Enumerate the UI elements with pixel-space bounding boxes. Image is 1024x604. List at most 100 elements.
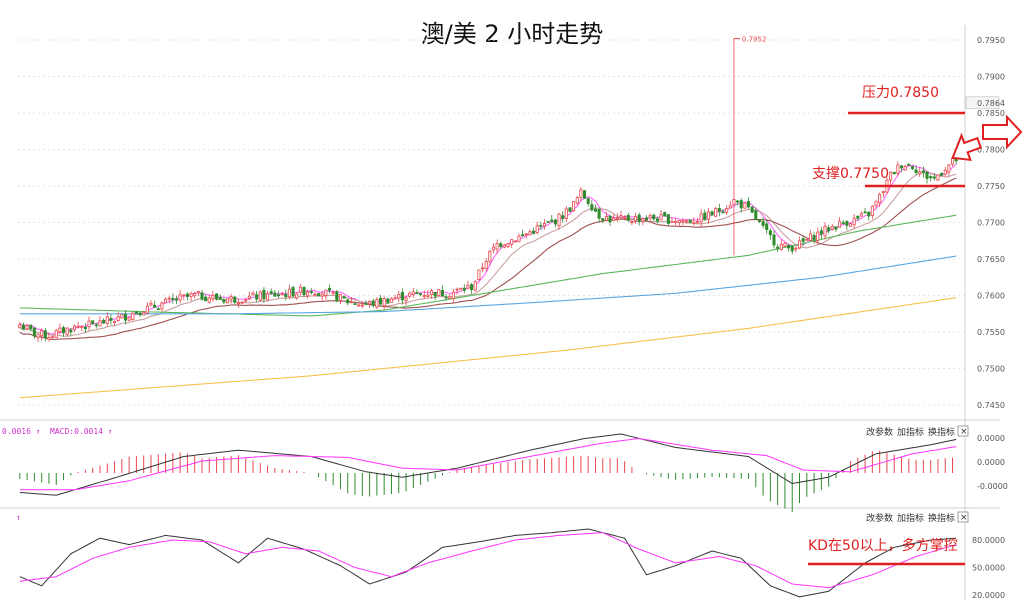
edit-params-button[interactable]: 改参数 [866,426,893,438]
candle [240,300,244,305]
candle-body-down [652,214,656,220]
candle [528,229,532,236]
macd-tick-label: 0.0000 [977,458,1005,467]
candle [153,300,157,308]
candle-body-up [131,312,135,320]
candle-body-down [109,317,113,321]
candle-body-down [156,308,160,311]
candle [637,212,641,226]
edit-params-button[interactable]: 改参数 [866,512,893,524]
close-icon-glyph[interactable]: × [960,513,968,523]
add-indicator-button[interactable]: 加指标 [897,512,924,524]
candle [51,335,55,339]
candle-body-down [590,204,594,211]
candle [25,323,29,331]
candle-body-up [714,208,718,217]
candle [113,320,117,327]
candle [583,190,587,199]
switch-indicator-button[interactable]: 换指标 [928,426,955,438]
candle-body-down [371,300,375,306]
candle-body-up [127,317,131,321]
candle [783,242,787,248]
candle-body-up [437,289,441,296]
candle-body-up [677,220,681,223]
candle [524,233,528,239]
candle [160,301,164,312]
candle [200,290,204,301]
candle-body-up [466,284,470,289]
candle-body-down [834,226,838,230]
candle [805,238,809,241]
candle [386,297,390,304]
candle [641,217,645,226]
candle [506,242,510,248]
candle [488,249,492,266]
candle-body-down [819,230,823,235]
candle-body-down [790,245,794,252]
candle [411,287,415,298]
candle [714,206,718,218]
grid-lines [0,25,1000,600]
ma-line-ma20 [19,177,957,340]
candle-body-down [291,287,295,297]
candle [98,315,102,327]
candle [546,220,550,223]
candle [659,209,663,221]
candle [280,291,284,296]
candle [772,230,776,249]
candle [156,307,160,311]
candle-body-down [765,223,769,231]
add-indicator-button[interactable]: 加指标 [897,426,924,438]
candle [951,158,955,167]
candle-body-down [185,293,189,297]
k-line [19,528,957,598]
candle-body-up [579,189,583,198]
y-tick-label: 0.7900 [977,73,1005,82]
candle-body-up [160,302,164,310]
candle-body-up [455,288,459,291]
candle [816,227,820,245]
candle [364,299,368,306]
macd-tick-label: -0.0000 [977,482,1008,491]
candle-body-down [750,206,754,213]
candle-body-down [153,304,157,308]
candle [174,295,179,305]
candle [794,246,798,253]
candle [204,294,208,302]
candle-body-down [721,211,725,214]
candle-body-up [951,158,955,165]
close-icon-glyph[interactable]: × [960,427,968,437]
candle [681,217,685,226]
candle-body-up [389,298,393,303]
candle-body-up [404,297,408,302]
candle-body-up [535,225,539,233]
candle-body-down [561,215,565,219]
candle [692,217,696,226]
candle-body-up [630,221,634,224]
candle [929,174,933,182]
candle-body-up [513,240,517,243]
candle [878,192,882,207]
candle [579,187,583,202]
candle-body-down [586,198,590,204]
candle-body-up [167,297,171,300]
candle [415,289,419,294]
candle [342,295,346,299]
candle [535,221,539,235]
candle [29,324,33,332]
candle [652,213,656,222]
candle [812,231,816,244]
candle-body-down [736,200,740,203]
candle-body-down [626,214,630,221]
candle [295,292,299,300]
candle-body-up [725,208,729,213]
candle [131,311,135,321]
y-tick-label: 0.7450 [977,401,1005,410]
candle [196,290,200,297]
candle [378,294,383,306]
close-icon[interactable] [957,425,969,437]
switch-indicator-button[interactable]: 换指标 [928,512,955,524]
close-icon[interactable] [957,511,969,523]
candle-body-up [488,250,492,262]
candle [918,166,922,177]
